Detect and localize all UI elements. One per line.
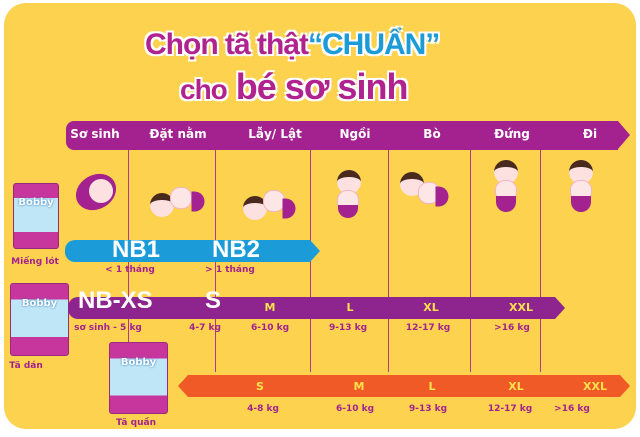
- title-text: cho: [180, 74, 228, 105]
- size-label: XL: [508, 380, 524, 393]
- age-label: < 1 tháng: [105, 265, 155, 275]
- brand-logo: Bobby: [120, 357, 157, 368]
- divider: [388, 150, 389, 372]
- size-label: L: [346, 301, 354, 314]
- size-nb-xs: NB-XS: [78, 287, 153, 314]
- size-label: XXL: [509, 301, 533, 314]
- ta-quan-package-image: Bobby: [109, 342, 168, 414]
- product-label: Tã dán: [9, 361, 43, 371]
- divider: [540, 150, 541, 372]
- ta-dan-size-bar: [68, 297, 565, 319]
- size-label: M: [264, 301, 276, 314]
- weight-label: >16 kg: [494, 323, 530, 333]
- stage-label: Đi: [582, 127, 598, 141]
- title-line-2: cho bé sơ sinh: [180, 66, 409, 108]
- size-label: M: [353, 380, 365, 393]
- weight-label: 4-7 kg: [189, 323, 221, 333]
- weight-label: 6-10 kg: [250, 323, 290, 333]
- size-label: XL: [423, 301, 439, 314]
- stage-label: Đứng: [494, 127, 530, 141]
- stage-label: Sơ sinh: [70, 127, 120, 141]
- title-line-1: Chọn tã thật“CHUẨN”: [145, 28, 440, 62]
- size-label: XXL: [583, 380, 607, 393]
- weight-label: 12-17 kg: [405, 323, 451, 333]
- weight-label: 4-8 kg: [247, 404, 279, 414]
- weight-label: sơ sinh - 5 kg: [74, 323, 142, 333]
- weight-label: 9-13 kg: [328, 323, 368, 333]
- stage-label: Bò: [423, 127, 441, 141]
- weight-label: 9-13 kg: [408, 404, 448, 414]
- brand-logo: Bobby: [18, 196, 54, 208]
- divider: [470, 150, 471, 372]
- stage-label: Ngồi: [339, 127, 371, 141]
- stage-label: Đặt nằm: [149, 127, 207, 141]
- stage-label: Lẫy/ Lật: [248, 127, 302, 141]
- mieng-lot-size-bar: [65, 240, 320, 262]
- weight-label: 6-10 kg: [335, 404, 375, 414]
- title-text: bé sơ sinh: [235, 66, 409, 107]
- title-highlight: “CHUẨN”: [307, 28, 440, 61]
- weight-label: >16 kg: [554, 404, 590, 414]
- product-label: Tã quần: [116, 418, 156, 428]
- title-text: Chọn tã thật: [145, 28, 309, 61]
- size-label: L: [428, 380, 436, 393]
- age-label: > 1 tháng: [205, 265, 255, 275]
- ta-dan-package-image: Bobby: [10, 283, 69, 356]
- weight-label: 12-17 kg: [487, 404, 533, 414]
- brand-logo: Bobby: [21, 298, 58, 310]
- size-s: S: [205, 287, 222, 314]
- mieng-lot-package-image: Bobby: [13, 183, 59, 249]
- size-nb1: NB1: [112, 236, 161, 263]
- size-label: S: [256, 380, 264, 393]
- ta-quan-size-bar: [178, 375, 630, 397]
- size-nb2: NB2: [212, 236, 261, 263]
- timeline-bar: [66, 121, 630, 150]
- product-label: Miếng lót: [11, 257, 59, 267]
